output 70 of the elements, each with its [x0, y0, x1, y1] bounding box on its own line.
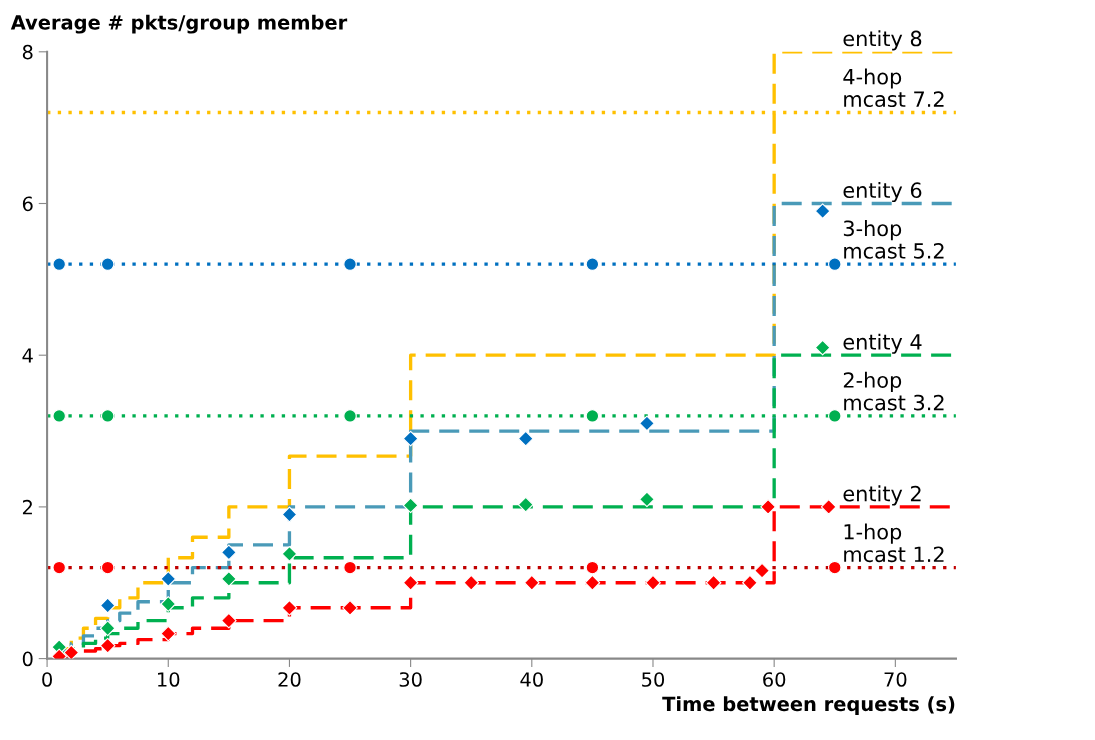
point: [52, 257, 66, 271]
point: [99, 620, 116, 637]
point: [402, 497, 419, 514]
point: [585, 257, 600, 271]
point: [100, 560, 115, 575]
point: [99, 597, 116, 614]
series-label: entity 4: [843, 333, 922, 354]
x-tick-label: 30: [399, 672, 422, 687]
point: [160, 596, 177, 612]
point: [645, 574, 661, 591]
y-tick-label: 4: [22, 348, 33, 363]
y-tick-label: 2: [22, 499, 32, 515]
point: [221, 571, 237, 587]
y-tick-label: 8: [22, 44, 33, 60]
x-tick-label: 10: [158, 672, 180, 687]
point: [523, 574, 540, 591]
point: [100, 257, 115, 271]
y-tick-label: 0: [22, 651, 33, 667]
point: [281, 599, 298, 616]
point: [52, 409, 66, 423]
point: [402, 574, 419, 591]
point: [343, 409, 357, 423]
point: [820, 499, 837, 515]
point: [221, 544, 237, 561]
point: [160, 625, 177, 642]
series-label: 2-hop mcast 3.2: [843, 371, 944, 411]
point: [827, 560, 842, 575]
point: [402, 430, 419, 447]
point: [705, 574, 722, 591]
series-label: 4-hop mcast 7.2: [843, 68, 944, 108]
point: [343, 560, 357, 575]
series-label: entity 6: [843, 181, 922, 203]
series-label: 3-hop mcast 5.2: [843, 220, 944, 259]
series-label: 1-hop mcast 1.2: [844, 523, 944, 563]
point: [584, 574, 601, 591]
point: [281, 506, 298, 523]
series-label: entity 2: [843, 485, 921, 506]
point: [100, 409, 115, 423]
point: [585, 560, 600, 575]
point: [639, 415, 655, 432]
point: [99, 637, 116, 654]
point: [754, 562, 770, 579]
point: [343, 257, 357, 271]
point: [585, 409, 600, 423]
point: [814, 203, 831, 219]
point: [463, 574, 480, 591]
x-tick-label: 50: [642, 672, 665, 687]
x-tick-label: 70: [884, 672, 907, 687]
point: [517, 430, 534, 447]
point: [63, 644, 80, 659]
point: [221, 612, 237, 629]
series-label: entity 8: [843, 30, 922, 51]
x-axis-title: Time between requests (s): [662, 696, 955, 715]
y-tick-label: 6: [22, 196, 33, 212]
point: [517, 496, 534, 513]
x-tick-label: 60: [763, 672, 786, 687]
point: [342, 599, 358, 616]
point: [639, 491, 655, 508]
x-tick-label: 0: [42, 672, 52, 687]
point: [281, 546, 298, 562]
x-tick-label: 20: [278, 672, 301, 687]
y-axis-title: Average # pkts/group member: [10, 14, 348, 34]
point: [160, 571, 177, 587]
point: [742, 574, 758, 591]
point: [760, 499, 776, 515]
x-tick-label: 40: [520, 672, 543, 687]
point: [814, 339, 831, 356]
point: [827, 409, 842, 423]
point: [827, 257, 842, 271]
point: [52, 560, 66, 575]
